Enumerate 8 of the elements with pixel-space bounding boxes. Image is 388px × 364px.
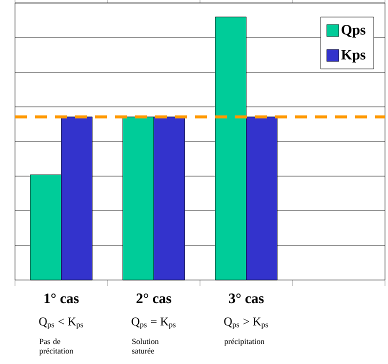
x-tick-label: 3° cas [228, 294, 264, 304]
text: Q$_{ps}$ > K$_{ps}$ [224, 318, 268, 329]
x-tick-label: 2° cas [136, 294, 172, 304]
text: Q$_{ps}$ < K$_{ps}$ [39, 318, 84, 329]
x-tick-label: 1° cas [44, 294, 79, 304]
text: Q$_{ps}$ = K$_{ps}$ [132, 318, 176, 329]
legend-label: Kps [341, 50, 366, 62]
legend-label: Qps [342, 25, 366, 38]
